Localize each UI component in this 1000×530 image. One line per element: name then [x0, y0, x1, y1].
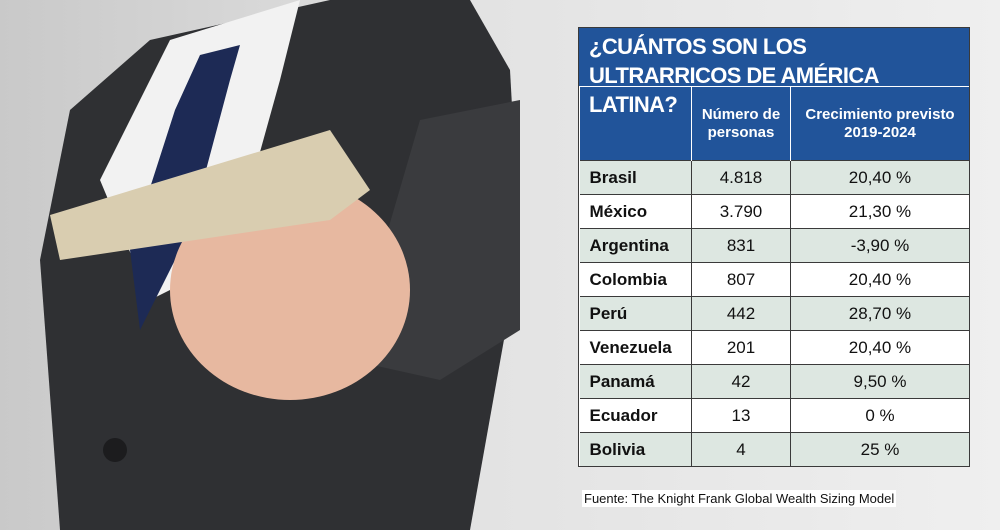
header-cell: Crecimiento previsto 2019-2024: [790, 87, 969, 161]
country-cell: Ecuador: [579, 398, 692, 433]
table-row: Panamá 42 9,50 %: [579, 364, 969, 399]
country-cell: Panamá: [579, 364, 692, 399]
value-cell: 20,40 %: [790, 160, 969, 195]
value-cell: 4: [691, 432, 791, 466]
country-cell: México: [579, 194, 692, 229]
table-title: ¿CUÁNTOS SON LOS ULTRARRICOS DE AMÉRICA …: [579, 28, 969, 117]
value-cell: 42: [691, 364, 791, 399]
table-row: Argentina 831 -3,90 %: [579, 228, 969, 263]
value-cell: 3.790: [691, 194, 791, 229]
table-row: Perú 442 28,70 %: [579, 296, 969, 331]
value-cell: 13: [691, 398, 791, 433]
table-row: Colombia 807 20,40 %: [579, 262, 969, 297]
value-cell: 442: [691, 296, 791, 331]
value-cell: 0 %: [790, 398, 969, 433]
header-cell: [579, 87, 692, 161]
value-cell: -3,90 %: [790, 228, 969, 263]
table-box: ¿CUÁNTOS SON LOS ULTRARRICOS DE AMÉRICA …: [578, 27, 970, 467]
value-cell: 807: [691, 262, 791, 297]
source: Fuente: The Knight Frank Global Wealth S…: [582, 490, 897, 507]
value-cell: 20,40 %: [790, 262, 969, 297]
country-cell: Brasil: [579, 160, 692, 195]
country-cell: Perú: [579, 296, 692, 331]
value-cell: 201: [691, 330, 791, 365]
value-cell: 9,50 %: [790, 364, 969, 399]
table-row: México 3.790 21,30 %: [579, 194, 969, 229]
value-cell: 831: [691, 228, 791, 263]
photo: [40, 0, 520, 530]
value-cell: 25 %: [790, 432, 969, 466]
table-row: Brasil 4.818 20,40 %: [579, 160, 969, 195]
header-row: Número de personas Crecimiento previsto 2…: [579, 87, 969, 161]
country-cell: Colombia: [579, 262, 692, 297]
country-cell: Venezuela: [579, 330, 692, 365]
header-cell: Número de personas: [691, 87, 791, 161]
money: [50, 130, 370, 260]
table-row: Bolivia 4 25 %: [579, 432, 969, 466]
value-cell: 21,30 %: [790, 194, 969, 229]
country-cell: Bolivia: [579, 432, 692, 466]
table: Número de personas Crecimiento previsto 2…: [579, 87, 969, 466]
table-row: Ecuador 13 0 %: [579, 398, 969, 433]
table-row: Venezuela 201 20,40 %: [579, 330, 969, 365]
value-cell: 4.818: [691, 160, 791, 195]
hand: [170, 180, 410, 400]
button: [103, 438, 127, 462]
country-cell: Argentina: [579, 228, 692, 263]
value-cell: 20,40 %: [790, 330, 969, 365]
value-cell: 28,70 %: [790, 296, 969, 331]
table-body: Brasil 4.818 20,40 % México 3.790 21,30 % Arge…: [579, 160, 969, 466]
